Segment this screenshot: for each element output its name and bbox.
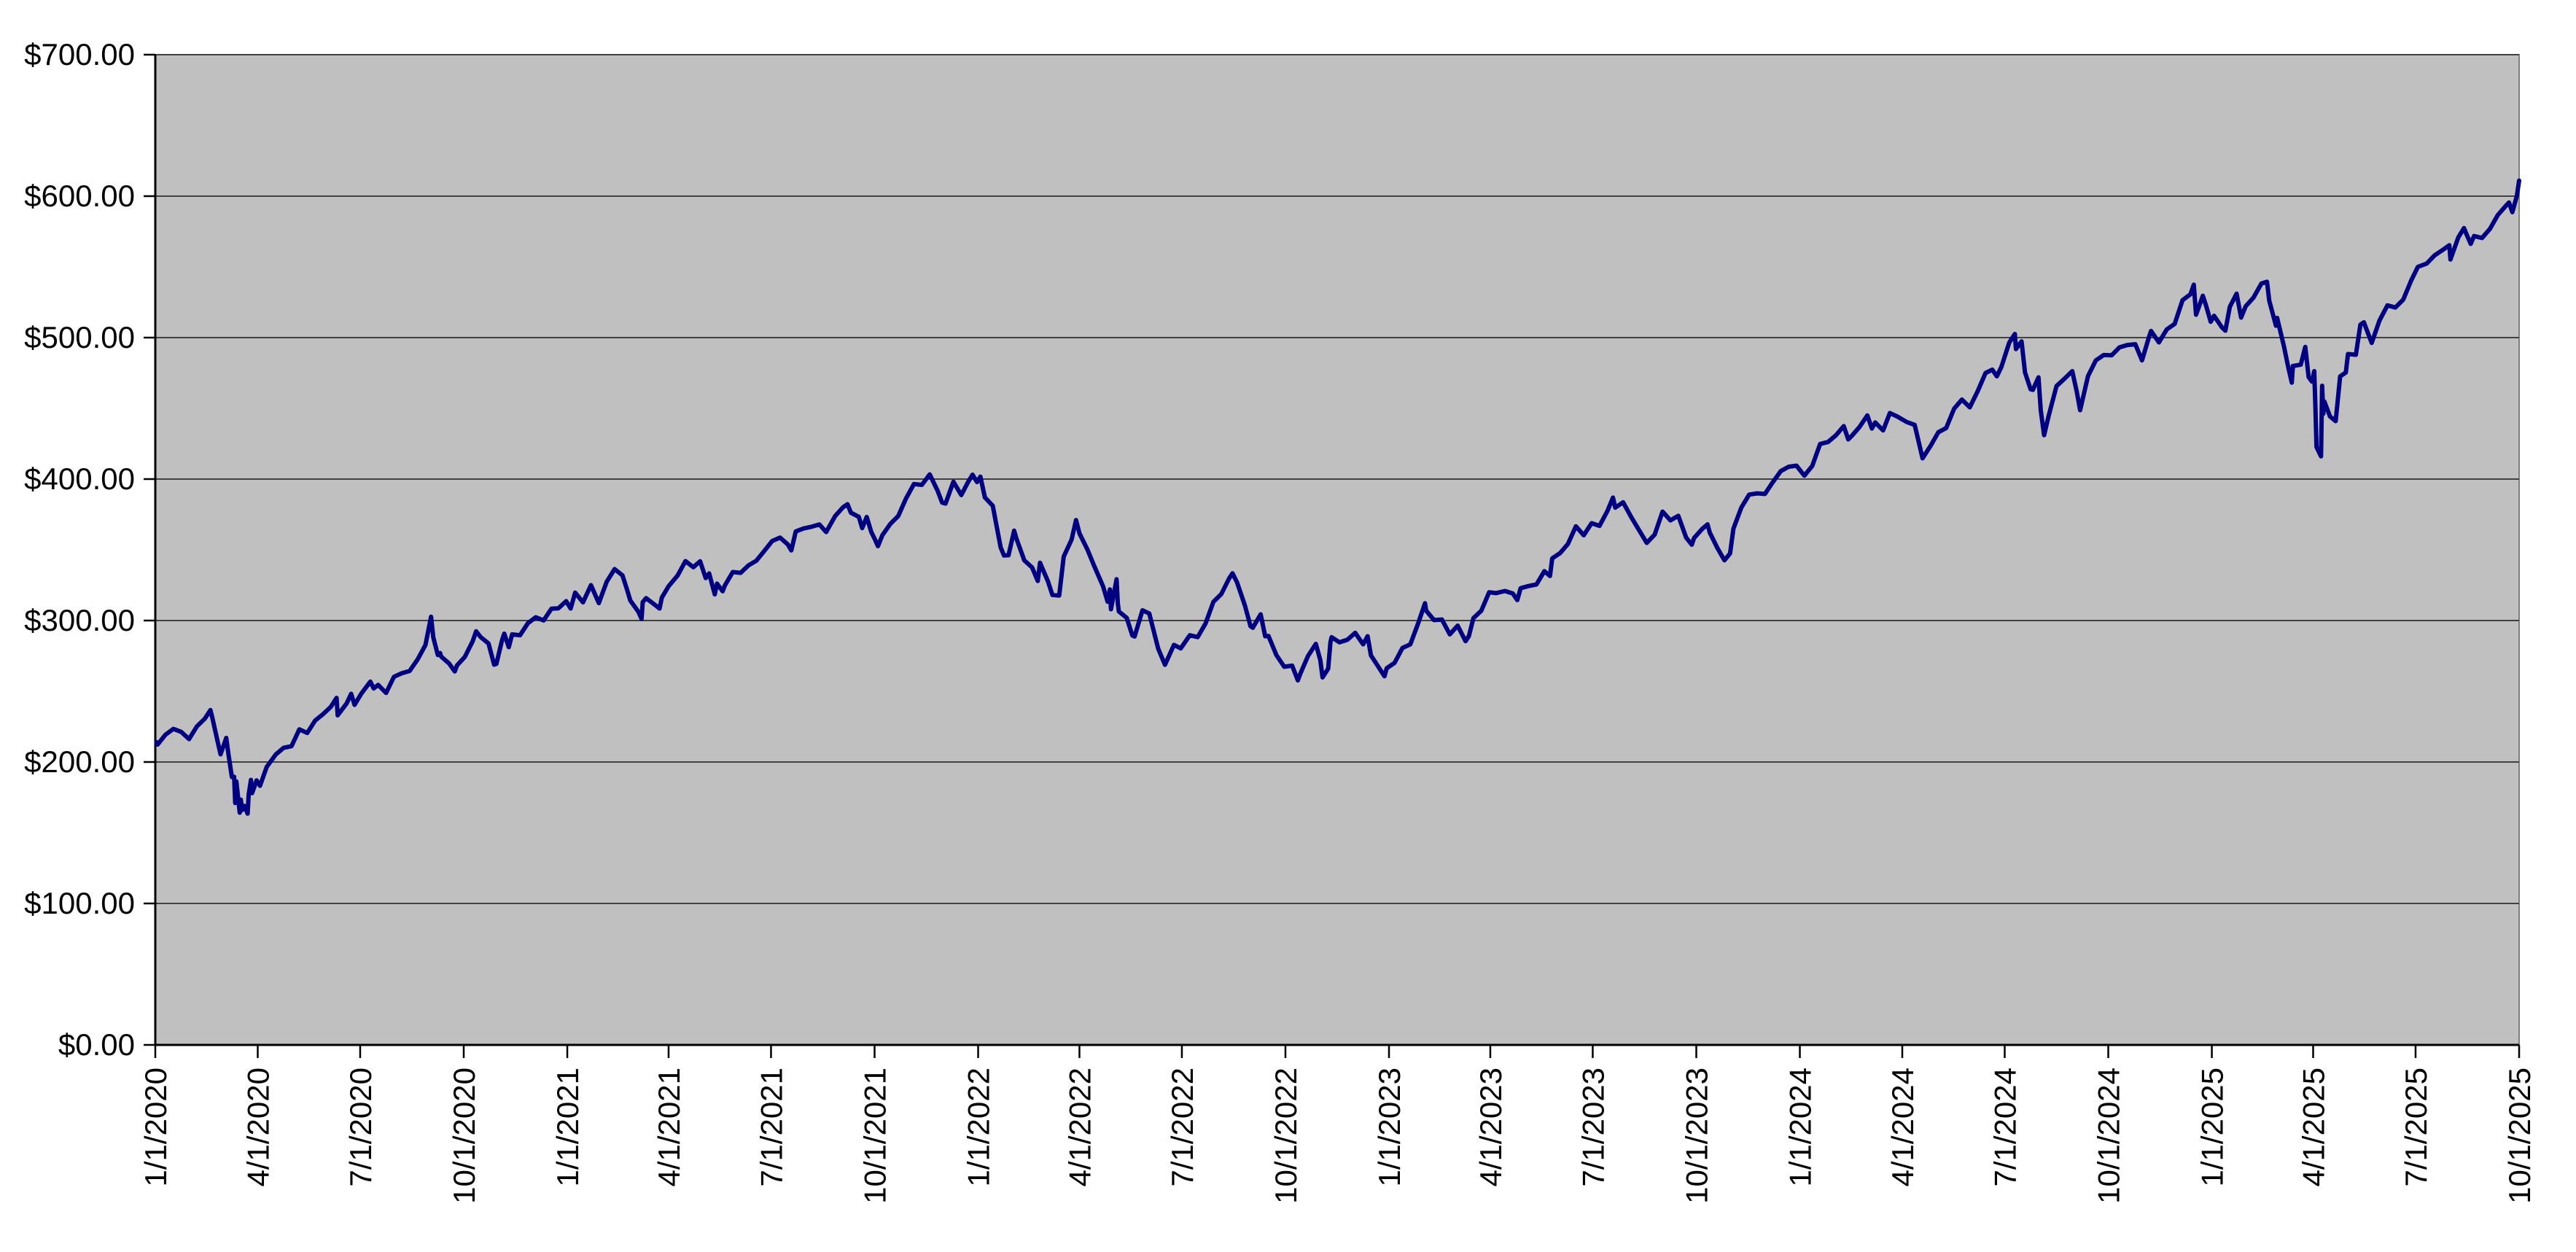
x-axis-label: 4/1/2025 — [2297, 1068, 2331, 1187]
y-axis-label: $200.00 — [24, 744, 135, 779]
x-axis-label: 7/1/2025 — [2399, 1068, 2433, 1187]
x-axis-label: 10/1/2022 — [1269, 1068, 1303, 1204]
x-axis-label: 10/1/2025 — [2502, 1068, 2537, 1204]
price-line-series — [154, 178, 2521, 816]
y-axis-labels: $700.00 $600.00 $500.00 $400.00 $300.00 $200.… — [24, 37, 135, 1062]
y-axis-label: $700.00 — [24, 37, 135, 71]
x-axis-label: 10/1/2023 — [1680, 1068, 1714, 1204]
x-axis-label: 4/1/2022 — [1063, 1068, 1097, 1187]
x-axis-label: 7/1/2020 — [343, 1068, 378, 1187]
x-axis-label: 1/1/2023 — [1372, 1068, 1406, 1187]
y-axis-label: $0.00 — [58, 1027, 135, 1062]
y-gridlines — [155, 54, 2519, 1046]
x-axis-label: 1/1/2020 — [139, 1068, 173, 1187]
x-axis-label: 4/1/2020 — [241, 1068, 276, 1187]
x-axis-label: 4/1/2023 — [1474, 1068, 1508, 1187]
y-axis-label: $100.00 — [24, 886, 135, 920]
x-axis-label: 7/1/2024 — [1988, 1068, 2023, 1187]
x-axis-label: 7/1/2022 — [1165, 1068, 1199, 1187]
x-axis-label: 1/1/2022 — [962, 1068, 996, 1187]
y-axis-label: $400.00 — [24, 462, 135, 496]
plot-area — [155, 54, 2520, 1046]
y-axis-label: $600.00 — [24, 179, 135, 213]
x-axis-label: 1/1/2025 — [2195, 1068, 2230, 1187]
x-axis-label: 4/1/2021 — [652, 1068, 686, 1187]
x-axis-label: 10/1/2020 — [447, 1068, 481, 1204]
x-axis-label: 10/1/2024 — [2092, 1068, 2126, 1204]
x-axis-label: 10/1/2021 — [858, 1068, 892, 1204]
x-axis-label: 1/1/2024 — [1783, 1068, 1818, 1187]
x-axis-labels: 1/1/2020 4/1/2020 7/1/2020 10/1/2020 1/1/202… — [139, 1068, 2537, 1204]
x-axis-label: 7/1/2023 — [1576, 1068, 1610, 1187]
y-axis-label: $500.00 — [24, 320, 135, 354]
axes — [144, 53, 2521, 1058]
x-axis-label: 4/1/2024 — [1886, 1068, 1920, 1187]
y-axis-label: $300.00 — [24, 603, 135, 637]
x-axis-label: 1/1/2021 — [550, 1068, 585, 1187]
x-axis-label: 7/1/2021 — [755, 1068, 789, 1187]
